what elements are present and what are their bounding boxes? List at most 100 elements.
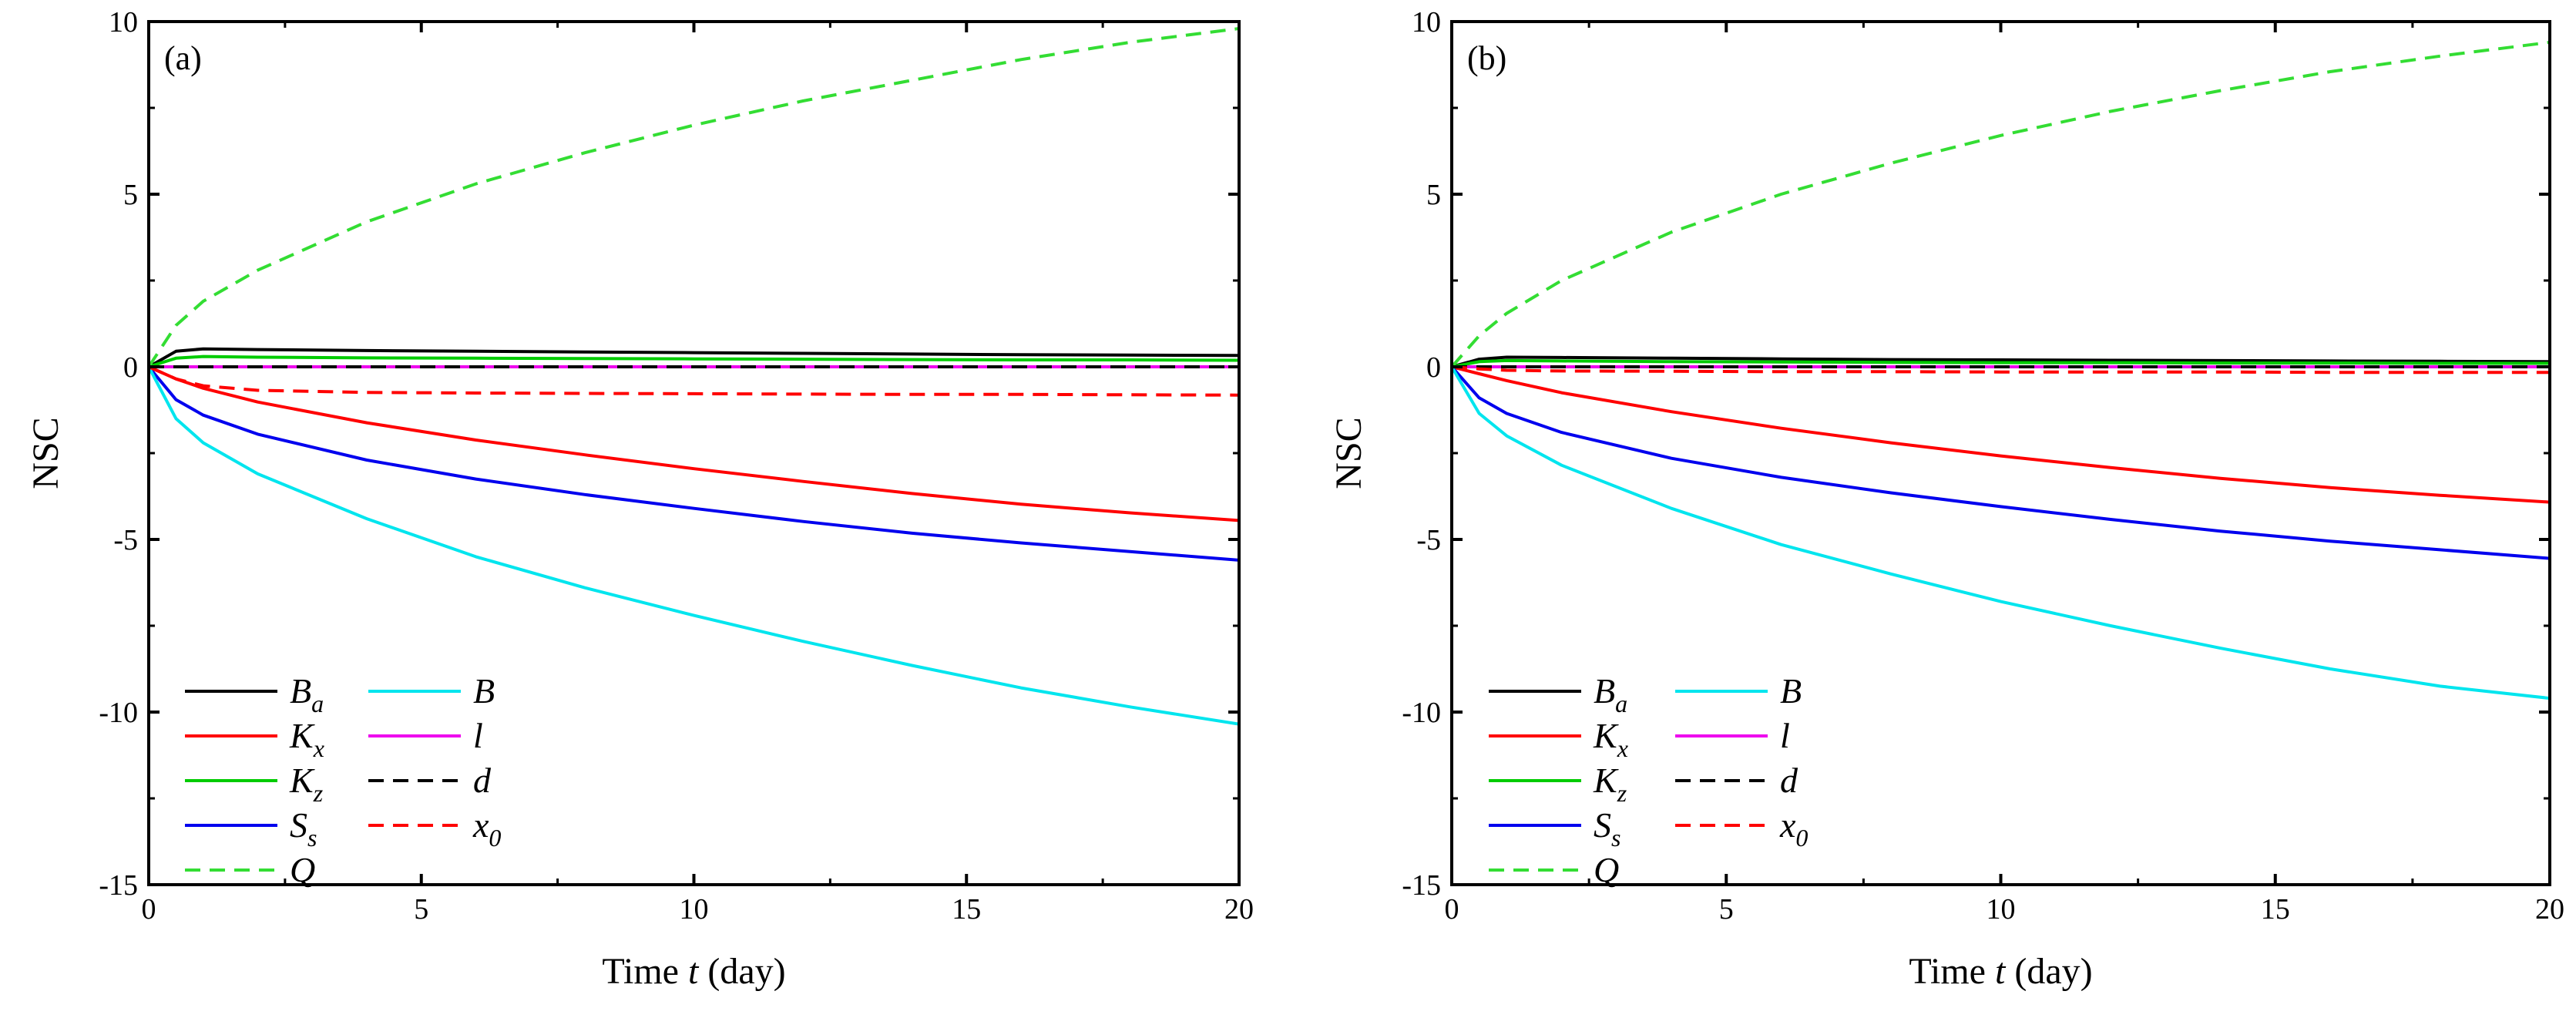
legend-label-x0: x0 xyxy=(1779,805,1808,852)
legend-label-d: d xyxy=(1780,761,1798,800)
legend-symbol: B xyxy=(1594,671,1615,711)
y-tick-label: -15 xyxy=(1402,869,1441,902)
legend-symbol: B xyxy=(290,671,311,711)
legend-subscript: 0 xyxy=(1795,824,1808,852)
legend-label-B: B xyxy=(1780,671,1802,711)
chart-panel-a: 0 5 10 15 20 -15 -10 -5 0 5 10 Time t (day) NSC (a) Ba… xyxy=(25,6,1254,992)
x-axis-title: Time t (day) xyxy=(1909,951,2092,992)
series-line-x0 xyxy=(149,365,1239,397)
y-tick-label: -10 xyxy=(1402,697,1441,729)
y-tick-label: 5 xyxy=(1426,179,1441,211)
legend-label-d: d xyxy=(473,761,492,800)
chart-panel-b: 0 5 10 15 20 -15 -10 -5 0 5 10 Time t (day) NSC (b) Ba… xyxy=(1328,6,2564,992)
y-tick-label: -10 xyxy=(99,697,138,729)
legend-label-Q: Q xyxy=(290,850,315,889)
series-line-Q xyxy=(149,27,1239,368)
legend-label-Q: Q xyxy=(1594,850,1619,889)
x-tick-label: 15 xyxy=(2261,893,2290,926)
legend-symbol: l xyxy=(1780,716,1790,755)
series-line-B xyxy=(1452,365,2550,701)
legend-subscript: s xyxy=(307,824,317,852)
series-group xyxy=(1452,40,2550,701)
y-tick-label: 0 xyxy=(123,351,138,384)
series-line-Q xyxy=(1452,40,2550,368)
legend-label-l: l xyxy=(1780,716,1790,755)
series-line-x0 xyxy=(1452,365,2550,375)
legend-label-Kx: Kx xyxy=(1593,716,1628,762)
series-line-Kx xyxy=(1452,365,2550,504)
legend-subscript: a xyxy=(1615,690,1627,717)
legend-symbol: S xyxy=(290,805,307,845)
legend-subscript: a xyxy=(311,690,324,717)
series-line-Ba xyxy=(149,347,1239,368)
legend-label-Ss: Ss xyxy=(290,805,317,852)
legend-subscript: s xyxy=(1611,824,1620,852)
legend-subscript: z xyxy=(313,779,324,807)
legend-symbol: l xyxy=(473,716,483,755)
y-tick-label: 10 xyxy=(109,6,138,39)
x-axis-title-unit: (day) xyxy=(2005,951,2092,992)
x-tick-label: 20 xyxy=(2535,893,2564,926)
y-tick-label: 10 xyxy=(1412,6,1441,39)
y-tick-label: -5 xyxy=(113,524,138,556)
legend-symbol: K xyxy=(1593,716,1619,755)
legend-label-Kz: Kz xyxy=(289,761,324,807)
x-tick-label: 0 xyxy=(142,893,156,926)
y-tick-label: 5 xyxy=(123,179,138,211)
series-line-Kz xyxy=(1452,358,2550,368)
series-line-Ss xyxy=(1452,365,2550,560)
series-line-B xyxy=(149,366,1239,726)
x-tick-label: 10 xyxy=(1987,893,2016,926)
legend-symbol: Q xyxy=(1594,850,1619,889)
legend-symbol: x xyxy=(472,805,489,845)
panel-label: (a) xyxy=(164,39,202,77)
series-line-Ss xyxy=(149,365,1239,562)
legend-label-x0: x0 xyxy=(472,805,501,852)
legend-symbol: K xyxy=(289,716,315,755)
series-line-Ba xyxy=(1452,355,2550,368)
legend-symbol: K xyxy=(1593,761,1619,800)
x-tick-label: 0 xyxy=(1445,893,1459,926)
plot-frame xyxy=(147,20,1241,886)
legend-label-B: B xyxy=(473,671,495,711)
legend-symbol: S xyxy=(1594,805,1611,845)
legend-subscript: 0 xyxy=(489,824,501,852)
legend-symbol: d xyxy=(473,761,492,800)
x-axis-title-prefix: Time xyxy=(1909,951,1995,992)
x-tick-label: 5 xyxy=(1719,893,1734,926)
panel-label: (b) xyxy=(1467,39,1506,77)
x-axis-title-var: t xyxy=(688,951,700,992)
y-tick-label: -5 xyxy=(1416,524,1441,556)
y-axis-title: NSC xyxy=(1328,417,1369,489)
legend-label-l: l xyxy=(473,716,483,755)
x-axis-title-prefix: Time xyxy=(602,951,688,992)
legend-subscript: x xyxy=(1617,734,1628,762)
x-tick-label: 5 xyxy=(414,893,428,926)
x-tick-label: 10 xyxy=(680,893,709,926)
x-axis-title-var: t xyxy=(1995,951,2007,992)
legend-subscript: x xyxy=(313,734,324,762)
series-line-Kx xyxy=(149,365,1239,522)
series-group xyxy=(149,27,1239,726)
legend-subscript: z xyxy=(1617,779,1627,807)
y-axis-title: NSC xyxy=(25,417,66,489)
x-tick-label: 20 xyxy=(1224,893,1254,926)
x-axis-title-unit: (day) xyxy=(698,951,785,992)
legend-label-Ss: Ss xyxy=(1594,805,1620,852)
legend-symbol: K xyxy=(289,761,315,800)
series-line-Kz xyxy=(149,354,1239,368)
legend-label-Ba: Ba xyxy=(1594,671,1627,717)
legend-label-Kz: Kz xyxy=(1593,761,1627,807)
legend-symbol: x xyxy=(1779,805,1796,845)
legend-label-Kx: Kx xyxy=(289,716,324,762)
x-axis-title: Time t (day) xyxy=(602,951,785,992)
x-tick-label: 15 xyxy=(952,893,981,926)
legend-label-Ba: Ba xyxy=(290,671,324,717)
legend-symbol: d xyxy=(1780,761,1798,800)
legend-symbol: Q xyxy=(290,850,315,889)
legend-symbol: B xyxy=(1780,671,1802,711)
legend-symbol: B xyxy=(473,671,495,711)
